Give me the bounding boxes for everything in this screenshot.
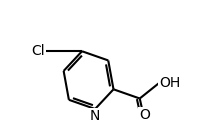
Text: O: O	[139, 108, 150, 122]
Text: OH: OH	[159, 76, 181, 90]
Text: Cl: Cl	[32, 44, 45, 58]
Text: N: N	[90, 109, 100, 123]
